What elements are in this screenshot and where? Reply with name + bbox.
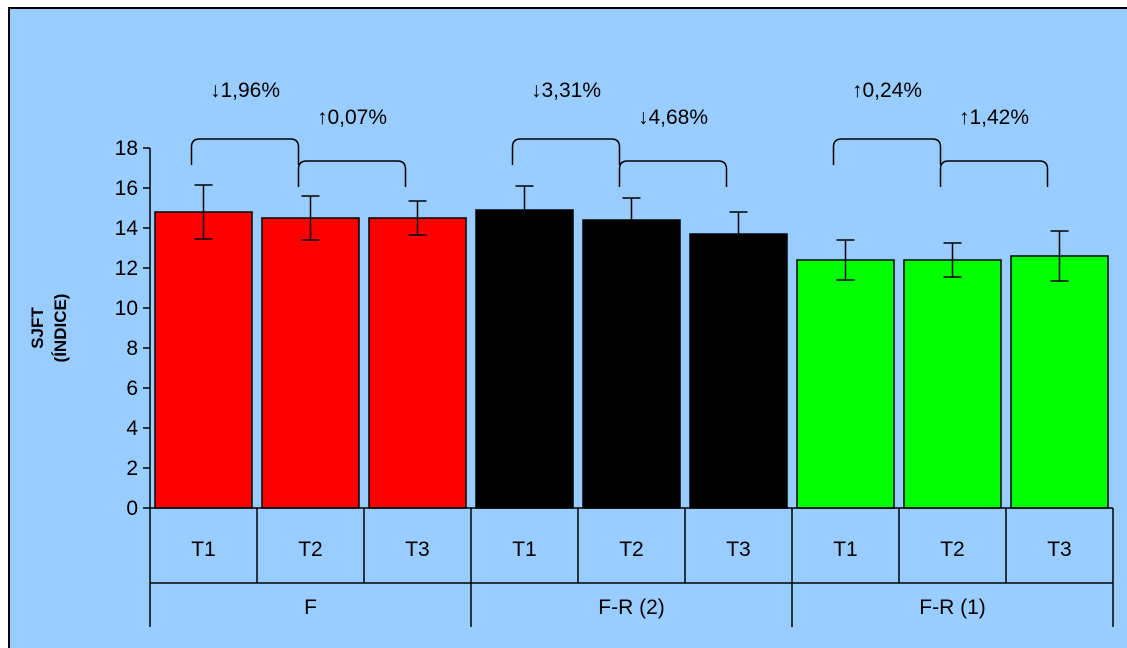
x-category-label-2-0: T1 [833, 538, 858, 561]
bracket-1-0 [511, 138, 621, 165]
bar-F-T2 [261, 217, 360, 509]
x-category-label-2-2: T3 [1047, 538, 1072, 561]
y-tick-label-16: 16 [115, 177, 138, 200]
y-tick-label-4: 4 [126, 417, 138, 440]
y-tick-label-2: 2 [126, 457, 138, 480]
x-category-label-0-0: T1 [191, 538, 216, 561]
x-group-label-0: F [304, 596, 317, 619]
x-category-label-1-1: T2 [619, 538, 644, 561]
x-axis: T1 T2 T3 F T1 T2 T3 F-R (2) T1 T2 T3 F-R (1) [149, 507, 1114, 627]
x-group-label-2: F-R (1) [919, 596, 986, 619]
bar-FR1-T2 [903, 259, 1002, 509]
y-tick-label-18: 18 [115, 137, 138, 160]
bracket-1-1 [618, 160, 728, 187]
bar-F-T3 [368, 217, 467, 509]
bracket-0-0 [190, 138, 300, 165]
x-category-label-0-2: T3 [405, 538, 430, 561]
bar-FR2-T3 [689, 233, 788, 509]
annotations: ↓1,96% ↑0,07% ↓3,31% ↓4,68% ↑0,24% ↑1,42% [190, 79, 1049, 187]
change-annotation-2-1: ↑1,42% [959, 106, 1029, 129]
change-annotation-2-0: ↑0,24% [852, 79, 922, 102]
y-axis-title-line-2: (ÍNDICE) [51, 294, 70, 363]
y-tick-label-10: 10 [115, 297, 138, 320]
y-tick-label-12: 12 [115, 257, 138, 280]
bracket-2-1 [939, 160, 1049, 187]
x-category-label-1-0: T1 [512, 538, 537, 561]
y-tick-label-14: 14 [115, 217, 139, 240]
axes: 0 2 4 6 8 10 12 14 16 18 [115, 137, 151, 520]
x-category-label-0-1: T2 [298, 538, 323, 561]
x-category-label-1-2: T3 [726, 538, 751, 561]
bar-F-T1 [154, 211, 253, 509]
bracket-2-0 [832, 138, 942, 165]
change-annotation-1-1: ↓4,68% [638, 106, 708, 129]
y-tick-label-6: 6 [126, 377, 138, 400]
bar-FR1-T1 [796, 259, 895, 509]
y-axis-title-line-1: SJFT [28, 307, 47, 349]
change-annotation-0-0: ↓1,96% [210, 79, 280, 102]
bracket-0-1 [297, 160, 407, 187]
bar-FR1-T3 [1010, 255, 1109, 509]
y-axis-title: SJFT (ÍNDICE) [28, 294, 70, 363]
x-category-label-2-1: T2 [940, 538, 965, 561]
bar-FR2-T1 [475, 209, 574, 509]
bars [154, 184, 1109, 509]
change-annotation-0-1: ↑0,07% [317, 106, 387, 129]
y-tick-label-0: 0 [126, 497, 138, 520]
y-tick-label-8: 8 [126, 337, 138, 360]
x-group-label-1: F-R (2) [598, 596, 665, 619]
change-annotation-1-0: ↓3,31% [531, 79, 601, 102]
bar-FR2-T2 [582, 219, 681, 509]
